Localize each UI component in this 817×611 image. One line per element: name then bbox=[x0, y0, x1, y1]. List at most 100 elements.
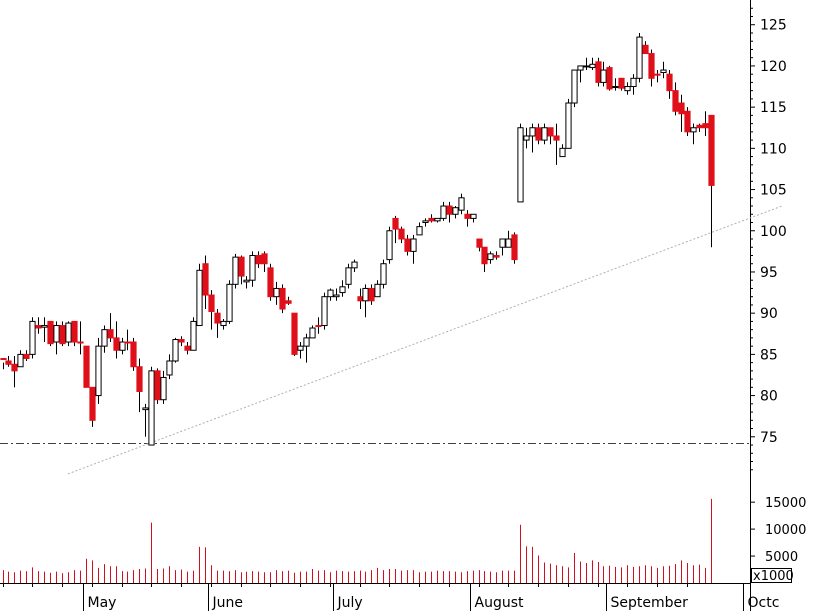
candle-58 bbox=[345, 263, 352, 289]
candle-body bbox=[481, 246, 488, 265]
candle-body bbox=[612, 86, 619, 89]
candle-87 bbox=[517, 123, 524, 203]
candle-body bbox=[660, 69, 667, 74]
candle-49 bbox=[291, 312, 298, 357]
candle-body bbox=[255, 254, 262, 265]
candle-13 bbox=[77, 321, 84, 355]
candle-77 bbox=[458, 193, 465, 215]
candle-5 bbox=[29, 317, 36, 359]
candle-88 bbox=[523, 127, 530, 149]
candle-110 bbox=[654, 70, 661, 83]
candle-body bbox=[113, 337, 120, 351]
candle-69 bbox=[410, 234, 417, 264]
candle-9 bbox=[53, 321, 60, 355]
candle-body bbox=[142, 407, 149, 411]
candle-body bbox=[446, 205, 453, 215]
candle-body bbox=[166, 360, 173, 376]
candle-99 bbox=[589, 57, 596, 71]
candle-32 bbox=[190, 317, 197, 351]
candle-body bbox=[374, 283, 381, 298]
candle-body bbox=[583, 65, 590, 68]
month-label: May bbox=[88, 595, 117, 611]
candle-7 bbox=[41, 317, 48, 343]
candle-51 bbox=[303, 333, 310, 363]
candle-72 bbox=[428, 214, 435, 223]
candle-107 bbox=[636, 32, 643, 83]
candle-body bbox=[565, 102, 572, 149]
candle-3 bbox=[17, 350, 24, 368]
candle-body bbox=[119, 341, 126, 351]
candle-body bbox=[59, 325, 66, 345]
candle-body bbox=[249, 254, 256, 281]
candle-10 bbox=[59, 321, 66, 347]
candle-15 bbox=[89, 386, 96, 427]
candle-body bbox=[559, 147, 566, 158]
candle-body bbox=[440, 205, 447, 219]
candle-body bbox=[190, 320, 197, 351]
candle-40 bbox=[238, 255, 245, 285]
candle-23 bbox=[136, 358, 143, 413]
candle-body bbox=[386, 230, 393, 261]
candle-8 bbox=[47, 320, 54, 347]
volume-tick-label: 15000 bbox=[765, 496, 806, 511]
month-label: July bbox=[337, 595, 363, 611]
candle-body bbox=[636, 36, 643, 79]
candle-body bbox=[232, 256, 239, 285]
candle-body bbox=[327, 289, 334, 298]
candle-73 bbox=[434, 217, 441, 223]
candle-94 bbox=[559, 144, 566, 158]
candle-body bbox=[71, 320, 78, 343]
candle-body bbox=[89, 386, 96, 421]
candle-body bbox=[339, 286, 346, 294]
candle-67 bbox=[398, 226, 405, 244]
candle-body bbox=[541, 127, 548, 141]
candle-body bbox=[410, 238, 417, 252]
candle-111 bbox=[660, 61, 667, 79]
candle-61 bbox=[362, 284, 369, 318]
candle-115 bbox=[684, 107, 691, 136]
candle-1 bbox=[5, 356, 12, 367]
candle-body bbox=[101, 329, 108, 347]
candle-116 bbox=[690, 123, 697, 145]
candle-body bbox=[0, 358, 7, 360]
candle-33 bbox=[196, 263, 203, 327]
candle-2 bbox=[11, 356, 18, 388]
candle-43 bbox=[255, 251, 262, 268]
candle-body bbox=[624, 86, 631, 92]
candle-body bbox=[464, 213, 471, 219]
candle-68 bbox=[404, 234, 411, 256]
candle-body bbox=[362, 287, 369, 302]
candle-body bbox=[53, 325, 60, 343]
candle-body bbox=[666, 73, 673, 92]
candle-body bbox=[130, 341, 137, 368]
candle-56 bbox=[333, 288, 340, 301]
candle-98 bbox=[583, 57, 590, 71]
candle-38 bbox=[226, 280, 233, 324]
candle-body bbox=[416, 226, 423, 236]
candle-100 bbox=[595, 57, 602, 87]
candle-body bbox=[124, 341, 131, 344]
candle-body bbox=[505, 238, 512, 248]
candle-body bbox=[160, 376, 167, 401]
candle-92 bbox=[547, 127, 554, 145]
price-tick-label: 85 bbox=[760, 347, 778, 363]
candle-85 bbox=[505, 230, 512, 248]
candle-body bbox=[511, 234, 518, 261]
candle-body bbox=[315, 325, 322, 328]
candle-body bbox=[600, 69, 607, 83]
month-label: June bbox=[212, 595, 244, 611]
candle-body bbox=[77, 341, 84, 344]
volume-tick-label: 5000 bbox=[765, 550, 798, 565]
candle-body bbox=[702, 123, 709, 129]
candle-body bbox=[303, 337, 310, 347]
candle-114 bbox=[678, 94, 685, 132]
candle-50 bbox=[297, 342, 304, 359]
volume-unit-box bbox=[751, 568, 792, 583]
price-tick-label: 100 bbox=[760, 224, 787, 240]
candle-body bbox=[196, 269, 203, 327]
candle-81 bbox=[481, 246, 488, 272]
candle-17 bbox=[101, 325, 108, 353]
candle-body bbox=[499, 238, 506, 248]
